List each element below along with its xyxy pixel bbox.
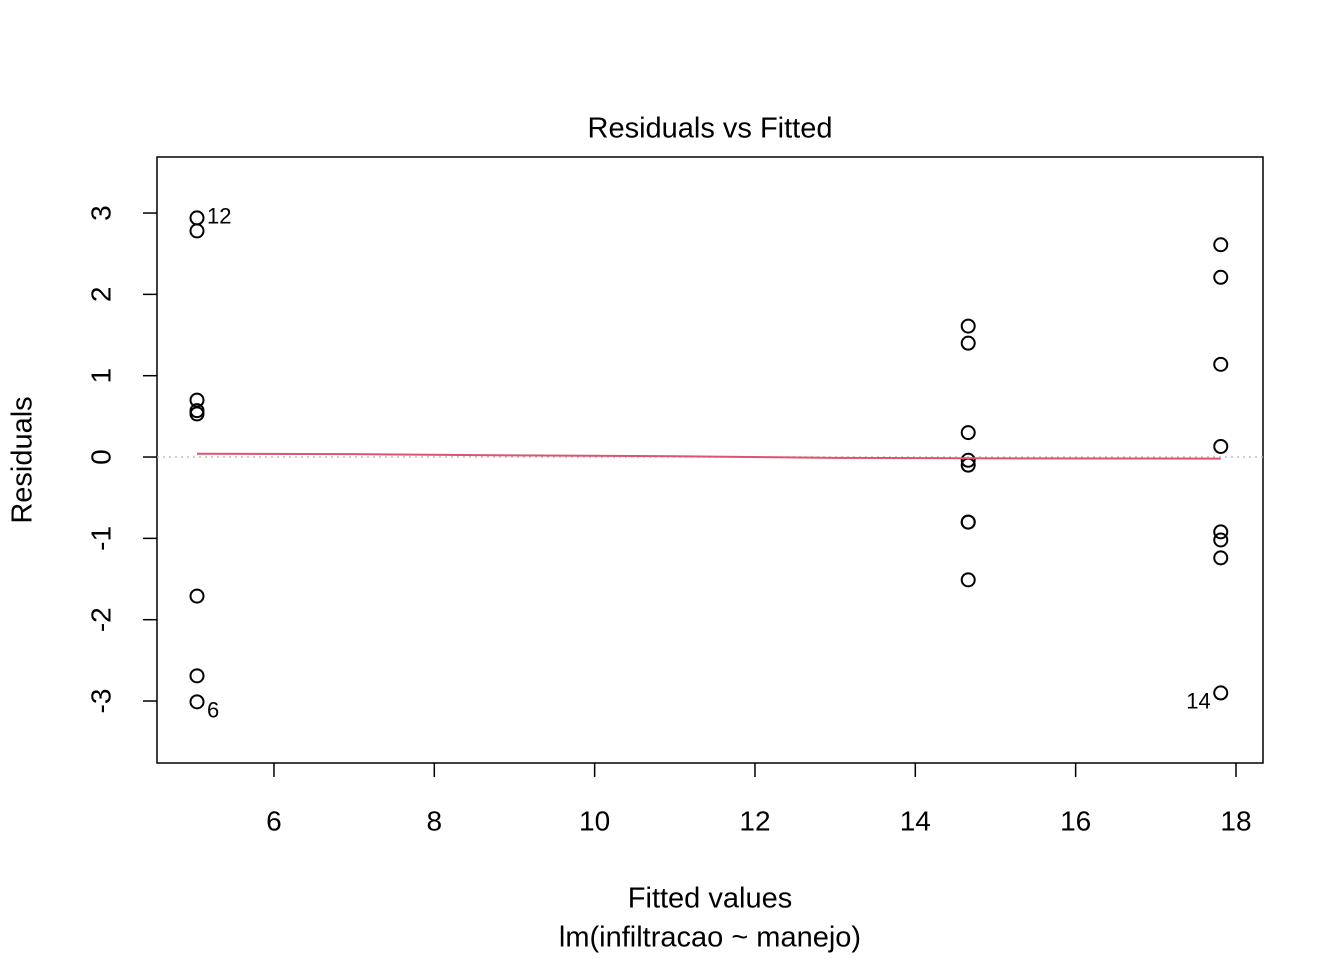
x-tick-label: 10 [579,805,610,836]
point [189,694,205,710]
y-tick-label: 3 [85,205,116,221]
point-label: 12 [207,204,231,229]
y-tick-label: -3 [85,689,116,714]
y-tick-label: -2 [85,607,116,632]
y-tick-label: 1 [85,368,116,384]
point [189,668,205,684]
point [960,514,976,530]
x-tick-label: 14 [900,805,931,836]
point-label: 6 [207,698,219,723]
point [189,223,205,239]
point [1213,356,1229,372]
point-label: 14 [1186,689,1210,714]
x-tick-label: 16 [1060,805,1091,836]
point [960,452,976,468]
point [960,425,976,441]
smooth-line [197,452,1221,460]
y-tick-label: 2 [85,287,116,303]
point [1213,550,1229,566]
x-axis-label: Fitted values [628,883,792,915]
point [1213,685,1229,701]
x-tick-label: 18 [1220,805,1251,836]
point [960,318,976,334]
point [1213,269,1229,285]
point [189,406,205,422]
plot-frame [156,156,1264,764]
point [960,572,976,588]
y-tick-label: -1 [85,526,116,551]
point [1213,438,1229,454]
chart-title: Residuals vs Fitted [588,113,833,145]
point [189,588,205,604]
point [1213,524,1229,540]
y-tick-label: 0 [85,449,116,465]
subtitle: lm(infiltracao ~ manejo) [559,922,861,954]
point [1213,237,1229,253]
x-tick-label: 8 [427,805,443,836]
x-tick-label: 6 [266,805,282,836]
point [960,335,976,351]
x-tick-label: 12 [739,805,770,836]
y-axis-label: Residuals [7,396,39,523]
point [189,210,205,226]
point [1213,532,1229,548]
